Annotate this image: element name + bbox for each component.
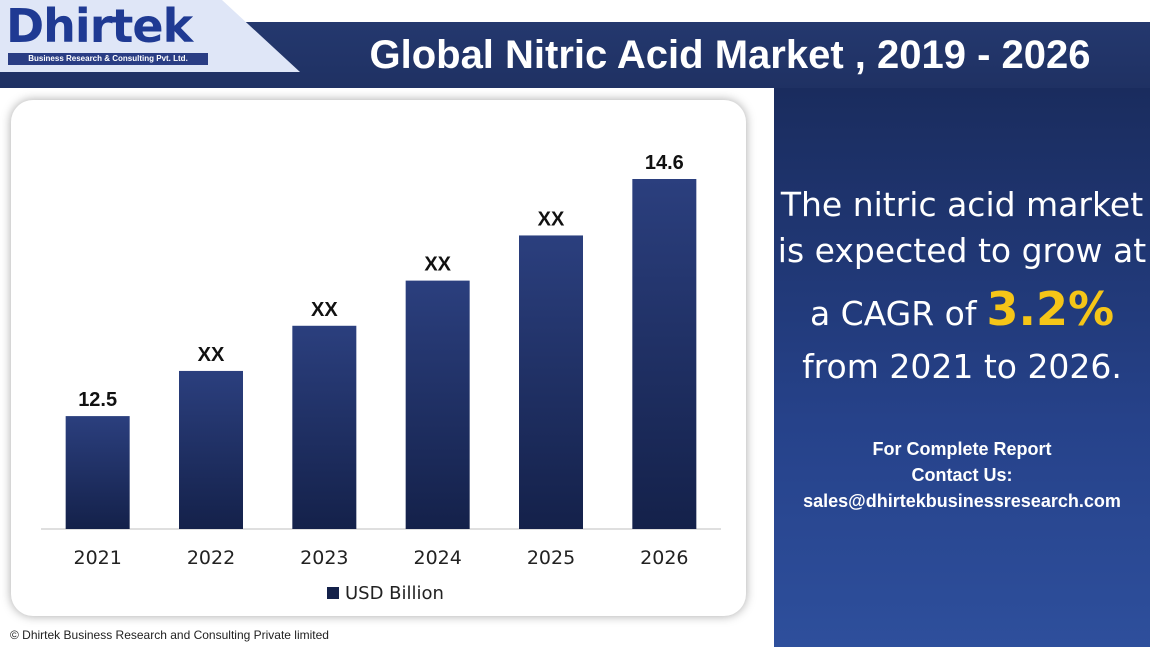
data-label-2026: 14.6 bbox=[645, 152, 684, 174]
bar-2024 bbox=[405, 280, 470, 529]
contact-block: For Complete Report Contact Us: sales@dh… bbox=[774, 436, 1150, 514]
legend-label: USD Billion bbox=[345, 583, 444, 604]
message-line-1: The nitric acid market bbox=[780, 185, 1144, 224]
x-tick-2026: 2026 bbox=[640, 547, 688, 569]
x-tick-2024: 2024 bbox=[413, 547, 461, 569]
data-label-2023: XX bbox=[311, 299, 338, 321]
logo-tagline: Business Research & Consulting Pvt. Ltd. bbox=[8, 53, 208, 65]
bar-2025 bbox=[519, 235, 583, 530]
page-title: Global Nitric Acid Market , 2019 - 2026 bbox=[369, 33, 1091, 77]
data-label-2021: 12.5 bbox=[78, 389, 117, 411]
bar-2026 bbox=[632, 179, 697, 529]
bar-2023 bbox=[292, 325, 357, 529]
legend-swatch bbox=[327, 587, 339, 599]
bar-2022 bbox=[179, 370, 243, 529]
chart-card: 12.5 2021 XX 2022 XX 2023 XX 2024 XX 2025 14.6 2026… bbox=[11, 100, 746, 616]
message-line-4: from 2021 to 2026. bbox=[802, 347, 1122, 386]
bar-2021 bbox=[65, 416, 130, 529]
logo-wordmark: Dhirtek bbox=[6, 0, 193, 53]
x-tick-2021: 2021 bbox=[73, 547, 121, 569]
contact-email[interactable]: sales@dhirtekbusinessresearch.com bbox=[803, 491, 1121, 511]
copyright-note: © Dhirtek Business Research and Consulti… bbox=[10, 628, 329, 642]
data-label-2025: XX bbox=[538, 208, 565, 230]
x-tick-2022: 2022 bbox=[187, 547, 235, 569]
data-label-2022: XX bbox=[198, 344, 225, 366]
data-label-2024: XX bbox=[424, 254, 451, 276]
x-tick-2025: 2025 bbox=[527, 547, 575, 569]
message-line-2: is expected to grow at bbox=[777, 231, 1147, 270]
contact-heading: For Complete Report bbox=[872, 439, 1052, 459]
cagr-message: The nitric acid market is expected to gr… bbox=[774, 182, 1150, 390]
cagr-prefix: a CAGR of bbox=[809, 294, 977, 333]
info-panel bbox=[774, 88, 1150, 647]
cagr-value: 3.2% bbox=[986, 282, 1115, 336]
bar-chart: 12.5 2021 XX 2022 XX 2023 XX 2024 XX 2025 14.6 2026… bbox=[41, 152, 721, 604]
x-tick-2023: 2023 bbox=[300, 547, 348, 569]
contact-label: Contact Us: bbox=[911, 465, 1013, 485]
message-line-3: a CAGR of 3.2% bbox=[774, 274, 1150, 344]
